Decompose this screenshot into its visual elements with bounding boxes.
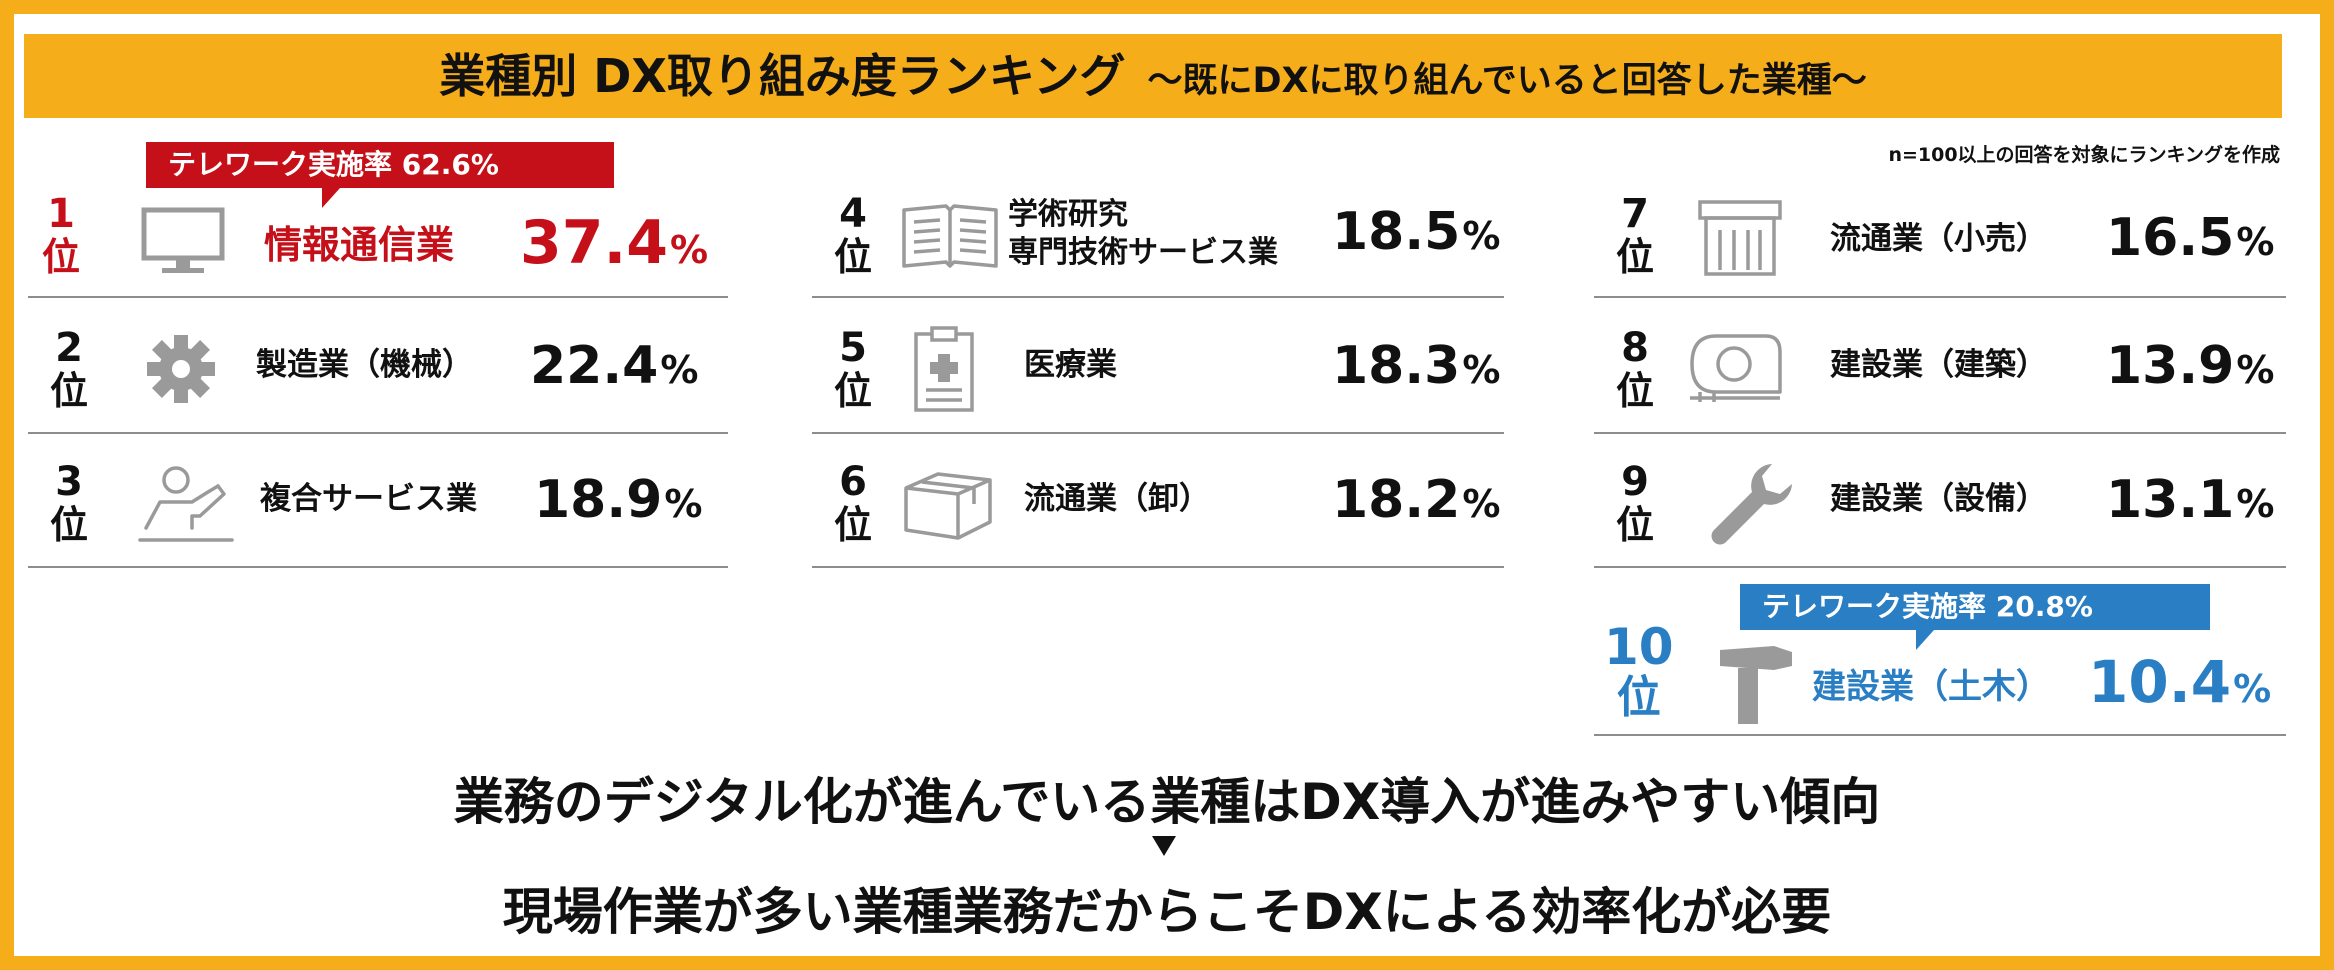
ranking-row-9: 9 位 建設業（設備） 13.1% bbox=[1594, 434, 2286, 568]
rank-unit: 位 bbox=[50, 369, 89, 413]
summary-line-1: 業務のデジタル化が進んでいる業種はDX導入が進みやすい傾向 bbox=[453, 773, 1881, 831]
dx-rate-value: 13.9% bbox=[2106, 336, 2275, 396]
wrench-icon bbox=[1706, 458, 1796, 548]
rank-number: 10 bbox=[1604, 618, 1674, 676]
dx-rate-value: 18.3% bbox=[1332, 336, 1501, 396]
rank-unit: 位 bbox=[1616, 503, 1655, 547]
title-banner: 業種別 DX取り組み度ランキング ～既にDXに取り組んでいると回答した業種～ bbox=[24, 34, 2282, 118]
down-arrow-icon bbox=[1152, 836, 1176, 856]
hammer-icon bbox=[1716, 642, 1796, 728]
industry-label: 製造業（機械） bbox=[256, 347, 473, 383]
rank-8-badge: 8 位 bbox=[1616, 328, 1654, 410]
rank-7-badge: 7 位 bbox=[1616, 194, 1654, 276]
page-subtitle: ～既にDXに取り組んでいると回答した業種～ bbox=[1147, 61, 1867, 101]
rank-number: 2 bbox=[55, 325, 83, 371]
industry-label: 建設業（土木） bbox=[1812, 667, 2050, 707]
dx-rate-value: 13.1% bbox=[2106, 470, 2275, 530]
dx-rate-value: 18.9% bbox=[534, 470, 703, 530]
rank-4-badge: 4 位 bbox=[834, 194, 872, 276]
rank-number: 5 bbox=[839, 325, 867, 371]
dx-rate-value: 18.5% bbox=[1332, 202, 1501, 262]
book-icon bbox=[900, 200, 1000, 276]
industry-label: 建設業（設備） bbox=[1830, 481, 2047, 517]
rank-number: 9 bbox=[1621, 459, 1649, 505]
tape-measure-icon bbox=[1686, 330, 1786, 406]
rank-number: 7 bbox=[1621, 191, 1649, 237]
rank-2-badge: 2 位 bbox=[50, 328, 88, 410]
ranking-row-10: 10 位 建設業（土木） 10.4% bbox=[1594, 618, 2286, 736]
medical-clipboard-icon bbox=[910, 324, 978, 414]
rank-number: 4 bbox=[839, 191, 867, 237]
rank-6-badge: 6 位 bbox=[834, 462, 872, 544]
rank-number: 3 bbox=[55, 459, 83, 505]
rank-5-badge: 5 位 bbox=[834, 328, 872, 410]
ranking-row-3: 3 位 複合サービス業 18.9% bbox=[28, 434, 728, 568]
rank-1-telework-callout: テレワーク実施率 62.6% bbox=[146, 142, 614, 208]
industry-label: 建設業（建築） bbox=[1830, 347, 2047, 383]
rank-unit: 位 bbox=[834, 503, 873, 547]
industry-label: 流通業（小売） bbox=[1830, 221, 2047, 257]
ranking-row-8: 8 位 建設業（建築） 13.9% bbox=[1594, 298, 2286, 434]
box-icon bbox=[900, 466, 996, 544]
ranking-row-4: 4 位 学術研究 専門技術サービス業 18.5% bbox=[812, 180, 1504, 298]
rank-unit: 位 bbox=[50, 503, 89, 547]
rank-3-badge: 3 位 bbox=[50, 462, 88, 544]
dx-rate-value: 18.2% bbox=[1332, 470, 1501, 530]
summary-line-2: 現場作業が多い業種業務だからこそDXによる効率化が必要 bbox=[502, 883, 1832, 941]
rank-unit: 位 bbox=[1616, 369, 1655, 413]
store-icon bbox=[1694, 196, 1786, 278]
industry-label: 情報通信業 bbox=[264, 223, 455, 267]
industry-label: 複合サービス業 bbox=[260, 481, 477, 517]
rank-number: 1 bbox=[47, 191, 75, 237]
industry-label: 学術研究 専門技術サービス業 bbox=[1008, 197, 1278, 270]
rank-unit: 位 bbox=[834, 369, 873, 413]
sample-note: n=100以上の回答を対象にランキングを作成 bbox=[1888, 144, 2280, 166]
ranking-row-6: 6 位 流通業（卸） 18.2% bbox=[812, 434, 1504, 568]
ranking-row-5: 5 位 医療業 18.3% bbox=[812, 298, 1504, 434]
rank-unit: 位 bbox=[42, 235, 81, 279]
dx-rate-value: 37.4% bbox=[520, 208, 709, 278]
industry-label: 流通業（卸） bbox=[1024, 481, 1210, 517]
rank-number: 8 bbox=[1621, 325, 1649, 371]
dx-rate-value: 16.5% bbox=[2106, 208, 2275, 268]
dx-rate-value: 22.4% bbox=[530, 336, 699, 396]
presenter-icon bbox=[136, 464, 236, 546]
industry-label: 医療業 bbox=[1024, 347, 1117, 383]
rank-10-badge: 10 位 bbox=[1604, 622, 1674, 720]
rank-10-telework-callout: テレワーク実施率 20.8% bbox=[1740, 584, 2210, 650]
ranking-row-1: 1 位 情報通信業 37.4% bbox=[28, 180, 728, 298]
ranking-row-7: 7 位 流通業（小売） 16.5% bbox=[1594, 180, 2286, 298]
rank-9-badge: 9 位 bbox=[1616, 462, 1654, 544]
ranking-row-2: 2 位 製造業（機械） 22.4% bbox=[28, 298, 728, 434]
rank-number: 6 bbox=[839, 459, 867, 505]
gear-icon bbox=[144, 332, 218, 406]
rank-unit: 位 bbox=[834, 235, 873, 279]
rank-1-badge: 1 位 bbox=[42, 194, 80, 276]
dx-rate-value: 10.4% bbox=[2088, 648, 2272, 716]
monitor-icon bbox=[140, 206, 226, 276]
rank-unit: 位 bbox=[1616, 672, 1661, 723]
rank-unit: 位 bbox=[1616, 235, 1655, 279]
page-title: 業種別 DX取り組み度ランキング bbox=[439, 49, 1126, 103]
